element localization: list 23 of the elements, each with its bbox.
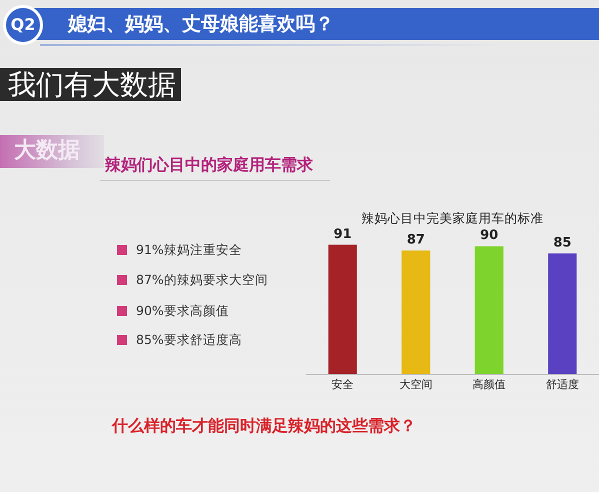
x-tick-label: 大空间 [399,378,432,392]
data-label: 85 [553,235,572,250]
bar [402,250,430,374]
text: 87%的辣妈要求大空间 [136,271,268,289]
text: 什么样的车才能同时满足辣妈的这些需求？ [112,416,416,437]
x-tick-label: 舒适度 [546,378,579,392]
text: 85%要求舒适度高 [136,331,242,349]
data-label: 90 [480,228,498,244]
circle-badge: Q2 [3,5,43,45]
x-tick-label: 安全 [332,378,354,392]
text: 90%要求高颜值 [136,302,229,320]
data-label: 87 [406,232,425,248]
bar [474,246,504,374]
data-label: 91 [334,226,352,242]
x-tick-label: 高颜值 [472,378,506,392]
text: 大数据 [14,137,80,165]
chart-title: 辣妈心目中完美家庭用车的标准 [362,210,544,226]
bar [548,253,577,374]
text: 91%辣妈注重安全 [136,241,242,259]
label-box: 我们有大数据 [0,68,181,101]
bar [328,244,357,374]
text: 辣妈们心目中的家庭用车需求 [105,155,313,176]
text: 媳妇、妈妈、丈母娘能喜欢吗？ [68,12,334,37]
